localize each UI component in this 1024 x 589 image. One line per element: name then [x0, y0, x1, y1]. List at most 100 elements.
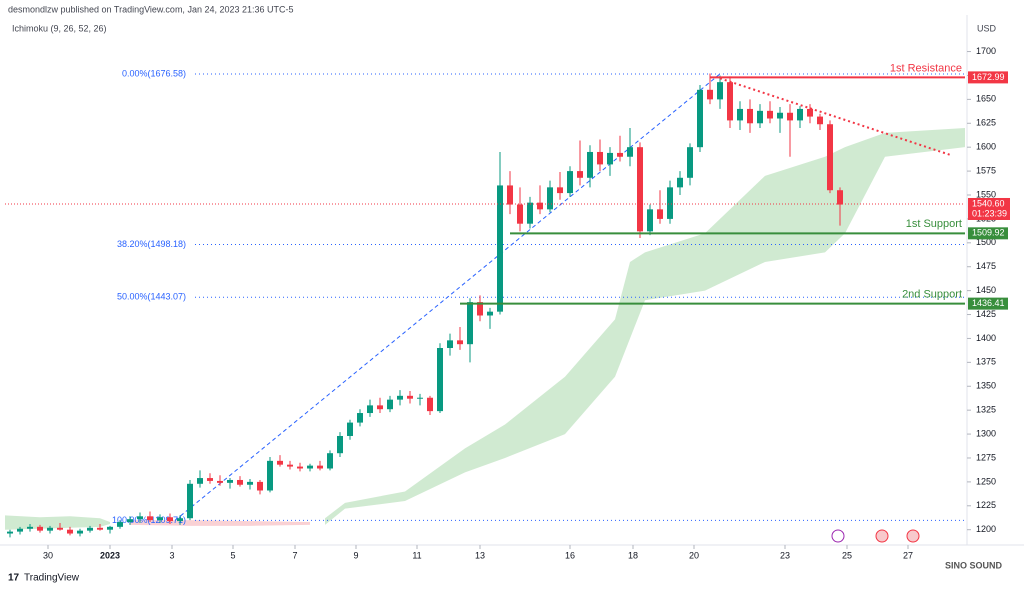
y-tick-label: 1425	[976, 309, 996, 319]
candle-body	[297, 466, 303, 469]
candle-body	[557, 187, 563, 194]
x-tick-label: 3	[169, 550, 174, 560]
event-icon[interactable]	[875, 529, 889, 543]
y-tick-label: 1575	[976, 165, 996, 175]
ichimoku-cloud	[5, 515, 110, 530]
candle-body	[127, 519, 133, 523]
candle-body	[327, 453, 333, 469]
candle-body	[737, 108, 743, 121]
y-tick-label: 1550	[976, 189, 996, 199]
candle-body	[547, 187, 553, 210]
candle-body	[767, 110, 773, 119]
level-tag	[968, 227, 1008, 240]
candle-body	[357, 413, 363, 423]
fib-label: 38.20%(1498.18)	[117, 239, 186, 249]
ichimoku-cloud	[325, 128, 965, 525]
level-value: 1436.41	[972, 298, 1005, 308]
watermark: SINO SOUND	[945, 560, 1003, 570]
candle-body	[677, 177, 683, 188]
candle-body	[507, 185, 513, 205]
candle-body	[407, 395, 413, 399]
candle-body	[197, 478, 203, 484]
candle-body	[717, 82, 723, 100]
candle-body	[607, 152, 613, 165]
candle-body	[727, 82, 733, 121]
candle-body	[707, 89, 713, 100]
ichimoku-cloud	[130, 520, 310, 526]
countdown: 01:23:39	[972, 208, 1007, 218]
level-name: 1st Resistance	[890, 62, 962, 74]
footer-brand: TradingView	[24, 573, 80, 584]
fib-label: 50.00%(1443.07)	[117, 292, 186, 302]
candle-body	[837, 190, 843, 205]
candle-body	[317, 465, 323, 469]
y-tick-label: 1700	[976, 46, 996, 56]
candle-body	[177, 518, 183, 522]
candle-body	[447, 340, 453, 349]
candle-body	[377, 405, 383, 410]
y-tick-label: 1200	[976, 524, 996, 534]
candle-body	[387, 399, 393, 410]
candle-body	[287, 464, 293, 467]
candle-body	[577, 171, 583, 178]
level-name: 1st Support	[906, 218, 962, 230]
event-icon[interactable]	[831, 529, 845, 543]
candle-body	[667, 187, 673, 219]
publisher: desmondlzw published on TradingView.com,…	[8, 4, 294, 14]
y-tick-label: 1350	[976, 381, 996, 391]
candle-body	[497, 185, 503, 312]
y-tick-label: 1300	[976, 428, 996, 438]
y-tick-label: 1375	[976, 357, 996, 367]
candle-body	[487, 311, 493, 316]
candle-body	[817, 116, 823, 125]
fib-label: 0.00%(1676.58)	[122, 68, 186, 78]
y-tick-label: 1275	[976, 452, 996, 462]
y-tick-label: 1650	[976, 94, 996, 104]
candle-body	[657, 209, 663, 219]
y-tick-label: 1625	[976, 118, 996, 128]
event-icon[interactable]	[906, 529, 920, 543]
candle-body	[147, 516, 153, 521]
candle-body	[27, 526, 33, 529]
candle-body	[427, 397, 433, 412]
candle-body	[337, 435, 343, 454]
y-tick-label: 1450	[976, 285, 996, 295]
footer: 17	[8, 573, 20, 584]
level-value: 1509.92	[972, 228, 1005, 238]
currency: USD	[977, 23, 997, 33]
candle-body	[187, 483, 193, 519]
candle-body	[567, 171, 573, 194]
x-tick-label: 27	[903, 550, 913, 560]
candle-body	[587, 151, 593, 178]
candle-body	[207, 478, 213, 481]
candle-body	[247, 481, 253, 485]
x-tick-label: 13	[475, 550, 485, 560]
candle-body	[477, 302, 483, 316]
candle-body	[117, 522, 123, 527]
candle-body	[397, 395, 403, 400]
candle-body	[467, 302, 473, 345]
candle-body	[747, 108, 753, 124]
y-tick-label: 1475	[976, 261, 996, 271]
y-tick-label: 1500	[976, 237, 996, 247]
last-price-tag	[968, 197, 1010, 220]
y-tick-label: 1325	[976, 405, 996, 415]
candle-body	[57, 527, 63, 530]
candle-body	[47, 527, 53, 531]
candle-body	[237, 479, 243, 485]
x-tick-label: 23	[780, 550, 790, 560]
x-tick-label: 5	[230, 550, 235, 560]
candle-body	[67, 529, 73, 534]
candle-body	[137, 516, 143, 520]
x-tick-label: 11	[412, 550, 421, 560]
candle-body	[617, 152, 623, 157]
x-tick-label: 20	[689, 550, 699, 560]
candle-body	[647, 209, 653, 232]
candle-body	[687, 147, 693, 178]
candle-body	[267, 460, 273, 491]
x-tick-label: 9	[353, 550, 358, 560]
candle-body	[807, 108, 813, 117]
candle-body	[367, 405, 373, 414]
candle-body	[257, 481, 263, 491]
